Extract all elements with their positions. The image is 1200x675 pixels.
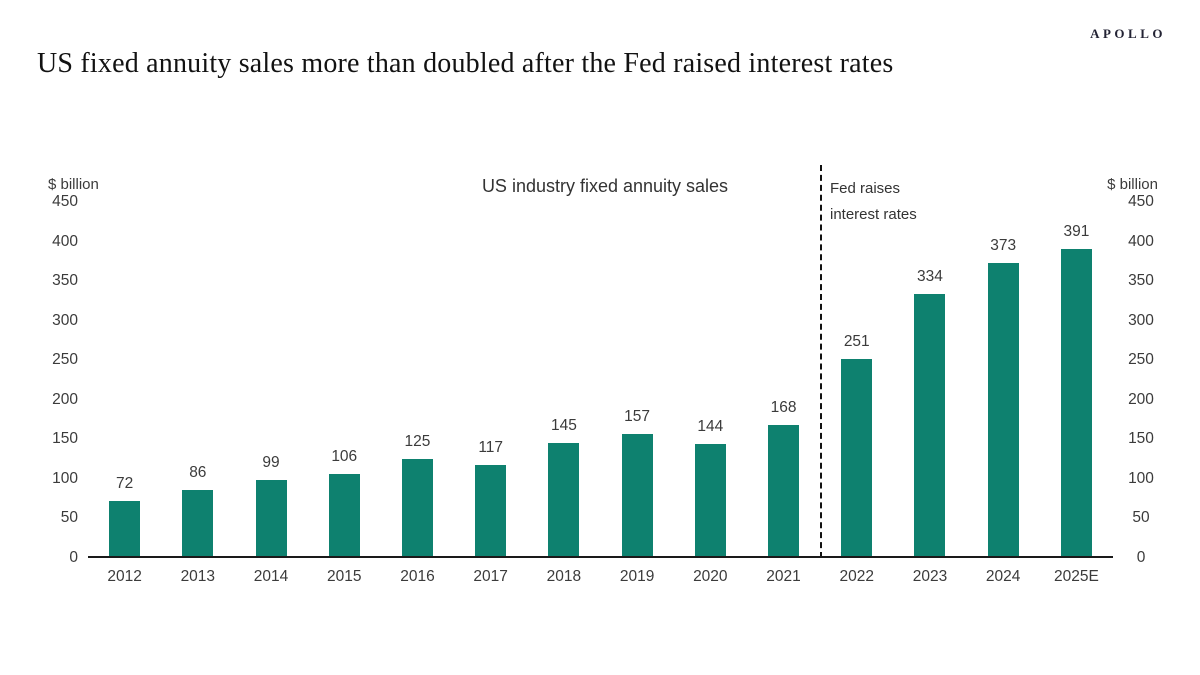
y-tick-label-right: 100 bbox=[1128, 469, 1154, 487]
x-tick-label: 2018 bbox=[546, 568, 582, 585]
bar-value-label: 145 bbox=[550, 417, 577, 435]
y-tick-label-right: 400 bbox=[1128, 232, 1154, 250]
bar-2019 bbox=[621, 433, 653, 558]
apollo-logo: APOLLO bbox=[1090, 26, 1166, 41]
left-axis-unit-label: $ billion bbox=[48, 176, 99, 193]
bar-2025E bbox=[1060, 248, 1092, 558]
y-tick-label-right: 150 bbox=[1128, 430, 1154, 448]
bar-2021 bbox=[768, 425, 800, 558]
bar-2012 bbox=[109, 501, 141, 558]
bar-2016 bbox=[401, 459, 433, 558]
y-tick-label-right: 200 bbox=[1128, 390, 1154, 408]
x-tick-label: 2014 bbox=[253, 568, 289, 585]
x-tick-label: 2022 bbox=[839, 568, 874, 585]
y-tick-label-right: 250 bbox=[1128, 351, 1154, 369]
fed-annotation-line2: interest rates bbox=[830, 206, 917, 223]
bar-2024 bbox=[987, 262, 1019, 558]
y-tick-label-left: 100 bbox=[52, 469, 78, 487]
bar-value-label: 251 bbox=[843, 333, 870, 351]
bar-2018 bbox=[548, 443, 580, 558]
x-tick-label: 2024 bbox=[985, 568, 1021, 585]
x-axis-line bbox=[88, 556, 1113, 558]
bar-2013 bbox=[182, 489, 214, 558]
bar-value-label: 157 bbox=[624, 407, 651, 425]
x-tick-label: 2025E bbox=[1053, 568, 1099, 585]
bar-value-label: 373 bbox=[990, 236, 1017, 254]
x-tick-label: 2013 bbox=[180, 568, 216, 585]
y-tick-label-right: 450 bbox=[1128, 193, 1154, 210]
fed-divider-dashed-line bbox=[820, 165, 823, 558]
bar-value-label: 168 bbox=[770, 399, 797, 417]
y-tick-label-left: 400 bbox=[52, 232, 78, 250]
y-tick-label-right: 50 bbox=[1132, 509, 1150, 527]
bar-value-label: 117 bbox=[478, 439, 504, 457]
y-tick-label-left: 450 bbox=[52, 193, 78, 210]
bar-value-label: 391 bbox=[1063, 222, 1090, 240]
bar-value-label: 72 bbox=[115, 475, 134, 493]
page-title: US fixed annuity sales more than doubled… bbox=[37, 48, 894, 79]
x-tick-label: 2020 bbox=[693, 568, 728, 585]
bar-value-label: 106 bbox=[331, 448, 358, 466]
bar-2015 bbox=[328, 474, 360, 558]
x-tick-label: 2015 bbox=[327, 568, 362, 585]
right-axis-unit-label: $ billion bbox=[1107, 176, 1158, 193]
bar-2014 bbox=[255, 479, 287, 558]
bar-value-label: 99 bbox=[262, 453, 280, 471]
x-tick-label: 2016 bbox=[400, 568, 435, 585]
y-tick-label-left: 0 bbox=[69, 549, 78, 566]
y-tick-label-right: 0 bbox=[1136, 549, 1146, 566]
chart-title: US industry fixed annuity sales bbox=[481, 176, 729, 196]
x-tick-label: 2023 bbox=[912, 568, 948, 585]
bar-2020 bbox=[694, 444, 726, 558]
bar-value-label: 334 bbox=[917, 267, 943, 285]
x-tick-label: 2017 bbox=[473, 568, 508, 585]
x-tick-label: 2021 bbox=[766, 568, 801, 585]
bar-2017 bbox=[475, 465, 507, 558]
bar-value-label: 125 bbox=[404, 433, 431, 451]
y-tick-label-left: 150 bbox=[52, 430, 78, 448]
y-tick-label-right: 300 bbox=[1128, 311, 1154, 329]
fed-annotation: Fed raises interest rates bbox=[830, 176, 917, 228]
y-tick-label-left: 350 bbox=[52, 272, 78, 290]
y-tick-label-left: 200 bbox=[52, 390, 78, 408]
bar-2022 bbox=[841, 359, 873, 558]
y-tick-label-left: 300 bbox=[52, 311, 78, 329]
x-tick-label: 2012 bbox=[107, 568, 142, 585]
bar-value-label: 144 bbox=[697, 418, 724, 436]
y-tick-label-right: 350 bbox=[1128, 272, 1154, 290]
x-tick-label: 2019 bbox=[619, 568, 655, 585]
fed-annotation-line1: Fed raises bbox=[830, 180, 901, 197]
bar-2023 bbox=[914, 293, 946, 558]
y-tick-label-left: 50 bbox=[60, 509, 78, 527]
y-tick-label-left: 250 bbox=[52, 351, 78, 369]
bar-value-label: 86 bbox=[189, 463, 207, 481]
